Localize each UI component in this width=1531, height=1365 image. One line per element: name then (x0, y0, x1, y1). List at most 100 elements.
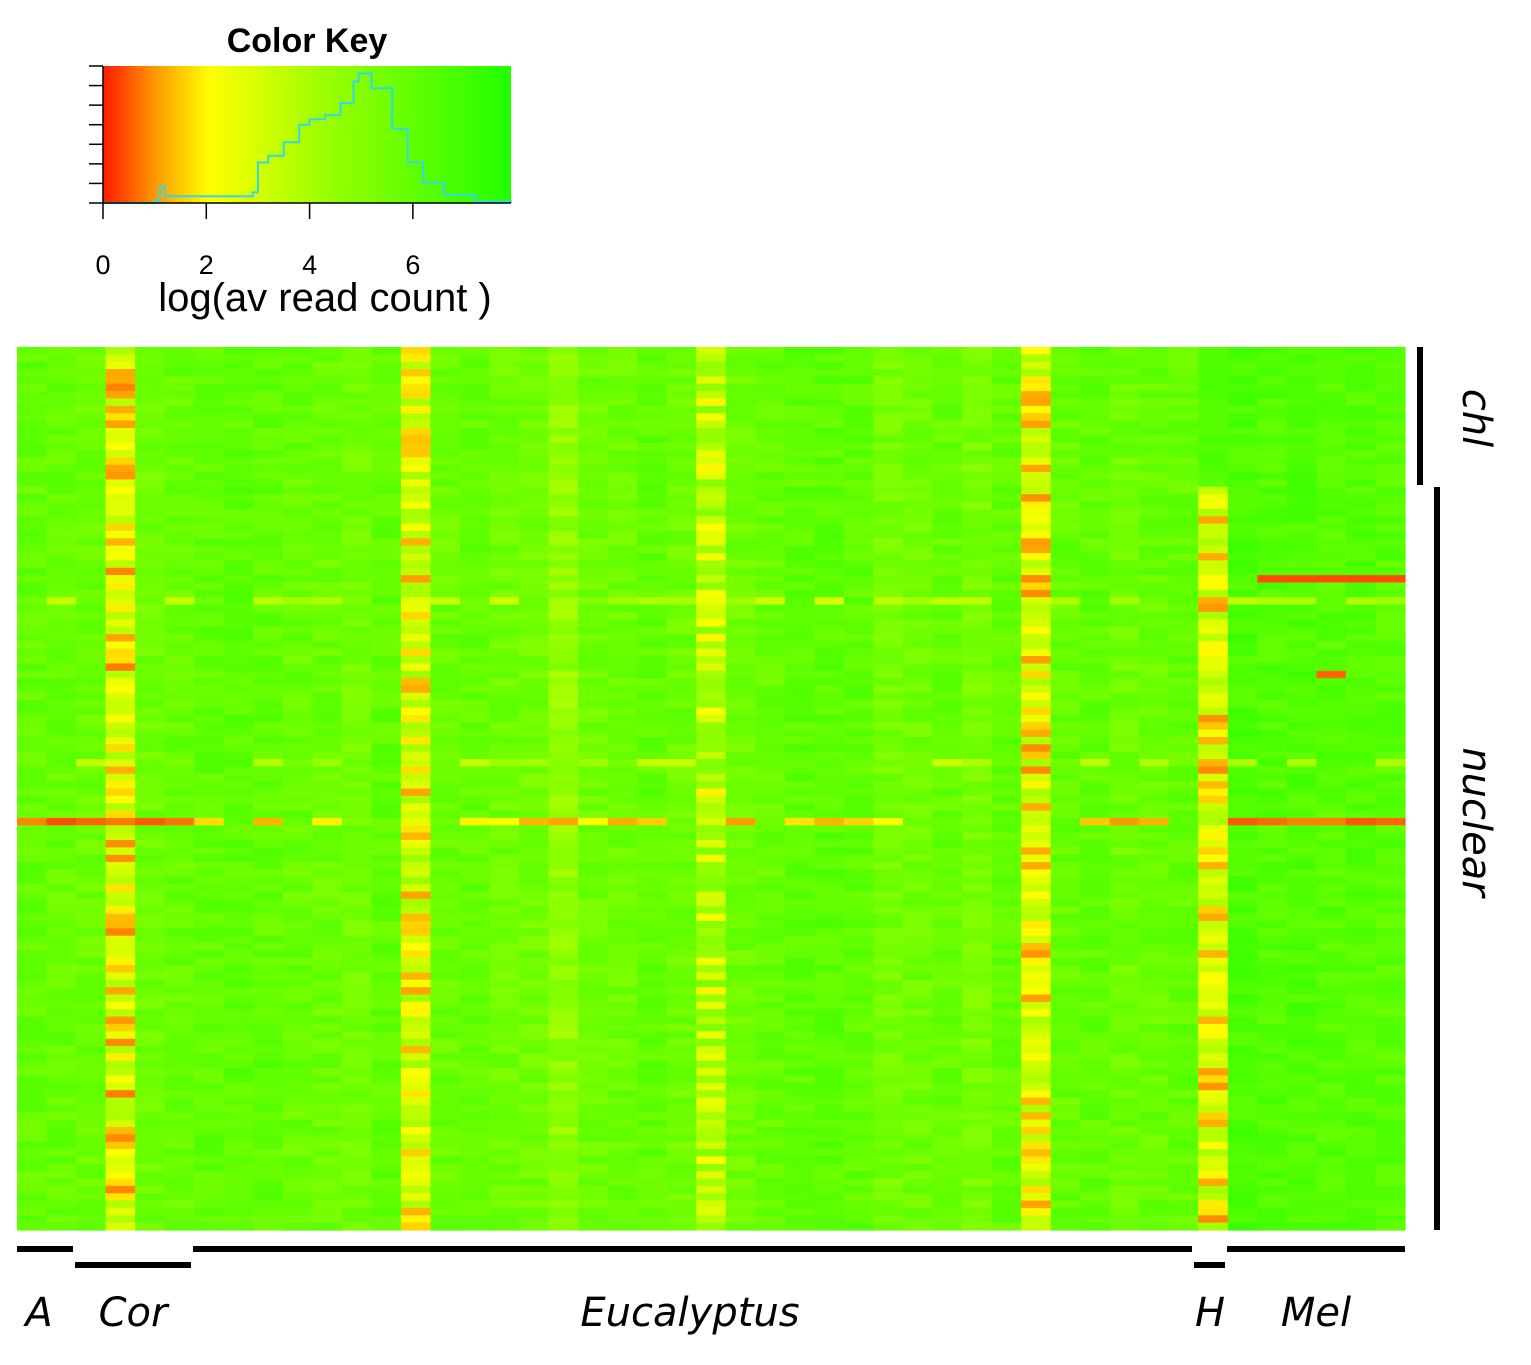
heatmap-cell (873, 1053, 904, 1062)
heatmap-cell (341, 347, 372, 355)
heatmap-cell (991, 560, 1022, 569)
heatmap-cell (607, 347, 638, 355)
heatmap-cell (725, 582, 756, 591)
heatmap-cell (1080, 913, 1111, 922)
heatmap-cell (46, 523, 77, 532)
heatmap-cell (164, 1023, 195, 1032)
heatmap-cell (637, 1023, 668, 1032)
heatmap-cell (902, 376, 934, 385)
heatmap-cell (164, 1104, 195, 1113)
heatmap-cell (784, 376, 815, 385)
heatmap-cell (1050, 479, 1081, 488)
heatmap-cell (1286, 943, 1317, 951)
heatmap-cell (1109, 589, 1140, 598)
heatmap-cell (46, 501, 77, 510)
heatmap-cell (843, 442, 875, 451)
heatmap-cell (932, 604, 963, 613)
heatmap-cell (1050, 950, 1081, 959)
heatmap-cell (194, 589, 225, 598)
heatmap-cell (341, 545, 372, 554)
heatmap-cell (784, 847, 815, 856)
heatmap-cell (135, 656, 166, 665)
heatmap-cell (1139, 825, 1170, 834)
heatmap-cell (784, 486, 815, 495)
heatmap-cell (1286, 722, 1317, 731)
heatmap-cell (784, 773, 815, 782)
heatmap-cell (223, 553, 254, 561)
heatmap-cell (135, 795, 166, 804)
heatmap-cell (1168, 567, 1199, 576)
heatmap-cell (164, 1097, 195, 1106)
heatmap-cell (312, 692, 343, 701)
heatmap-cell (282, 862, 313, 871)
heatmap-cell (1345, 906, 1377, 915)
heatmap-cell (1286, 1082, 1317, 1091)
heatmap-cell (637, 943, 668, 951)
heatmap-cell (459, 553, 491, 561)
heatmap-cell (282, 869, 313, 878)
heatmap-cell (1345, 854, 1377, 863)
heatmap-cell (962, 884, 993, 893)
heatmap-cell (46, 648, 77, 657)
heatmap-cell (223, 383, 254, 392)
heatmap-cell (1139, 656, 1170, 665)
heatmap-cell (696, 354, 727, 363)
heatmap-cell (1257, 987, 1288, 996)
heatmap-cell (76, 1038, 107, 1047)
heatmap-cell (1168, 803, 1199, 812)
heatmap-cell (843, 1016, 875, 1025)
heatmap-cell (1168, 420, 1199, 429)
heatmap-cell (1198, 413, 1229, 422)
heatmap-cell (430, 383, 461, 392)
heatmap-cell (46, 1119, 77, 1128)
heatmap-cell (253, 957, 284, 966)
heatmap-cell (991, 545, 1022, 554)
heatmap-cell (1198, 1046, 1229, 1054)
heatmap-cell (430, 884, 461, 893)
heatmap-cell (607, 523, 638, 532)
heatmap-cell (1021, 545, 1052, 554)
heatmap-cell (519, 862, 550, 871)
heatmap-cell (548, 913, 579, 922)
heatmap-cell (371, 685, 402, 694)
heatmap-cell (46, 486, 77, 495)
heatmap-cell (607, 383, 638, 392)
heatmap-cell (489, 376, 520, 385)
heatmap-cell (400, 825, 432, 834)
heatmap-cell (459, 427, 491, 436)
heatmap-cell (1168, 427, 1199, 436)
heatmap-cell (164, 560, 195, 569)
heatmap-cell (843, 516, 875, 525)
heatmap-cell (548, 656, 579, 665)
heatmap-cell (1227, 707, 1258, 716)
heatmap-cell (696, 869, 727, 878)
heatmap-cell (1286, 523, 1317, 532)
heatmap-cell (105, 545, 136, 554)
heatmap-cell (843, 891, 875, 900)
heatmap-cell (1227, 391, 1258, 400)
heatmap-cell (17, 1046, 48, 1054)
heatmap-cell (430, 950, 461, 959)
heatmap-cell (1168, 847, 1199, 856)
heatmap-cell (489, 413, 520, 422)
heatmap-cell (135, 633, 166, 642)
heatmap-cell (105, 516, 136, 525)
heatmap-cell (341, 869, 372, 878)
heatmap-cell (105, 891, 136, 900)
heatmap-cell (1286, 928, 1317, 937)
heatmap-cell (932, 347, 963, 355)
heatmap-cell (194, 611, 225, 620)
heatmap-cell (637, 972, 668, 981)
heatmap-cell (666, 862, 697, 871)
heatmap-cell (135, 405, 166, 414)
heatmap-cell (1050, 795, 1081, 804)
heatmap-cell (430, 876, 461, 885)
heatmap-cell (459, 891, 491, 900)
heatmap-cell (902, 464, 934, 473)
heatmap-cell (548, 619, 579, 628)
heatmap-cell (371, 1031, 402, 1040)
heatmap-cell (341, 648, 372, 657)
heatmap-cell (696, 663, 727, 672)
heatmap-cell (696, 560, 727, 569)
heatmap-cell (253, 1023, 284, 1032)
